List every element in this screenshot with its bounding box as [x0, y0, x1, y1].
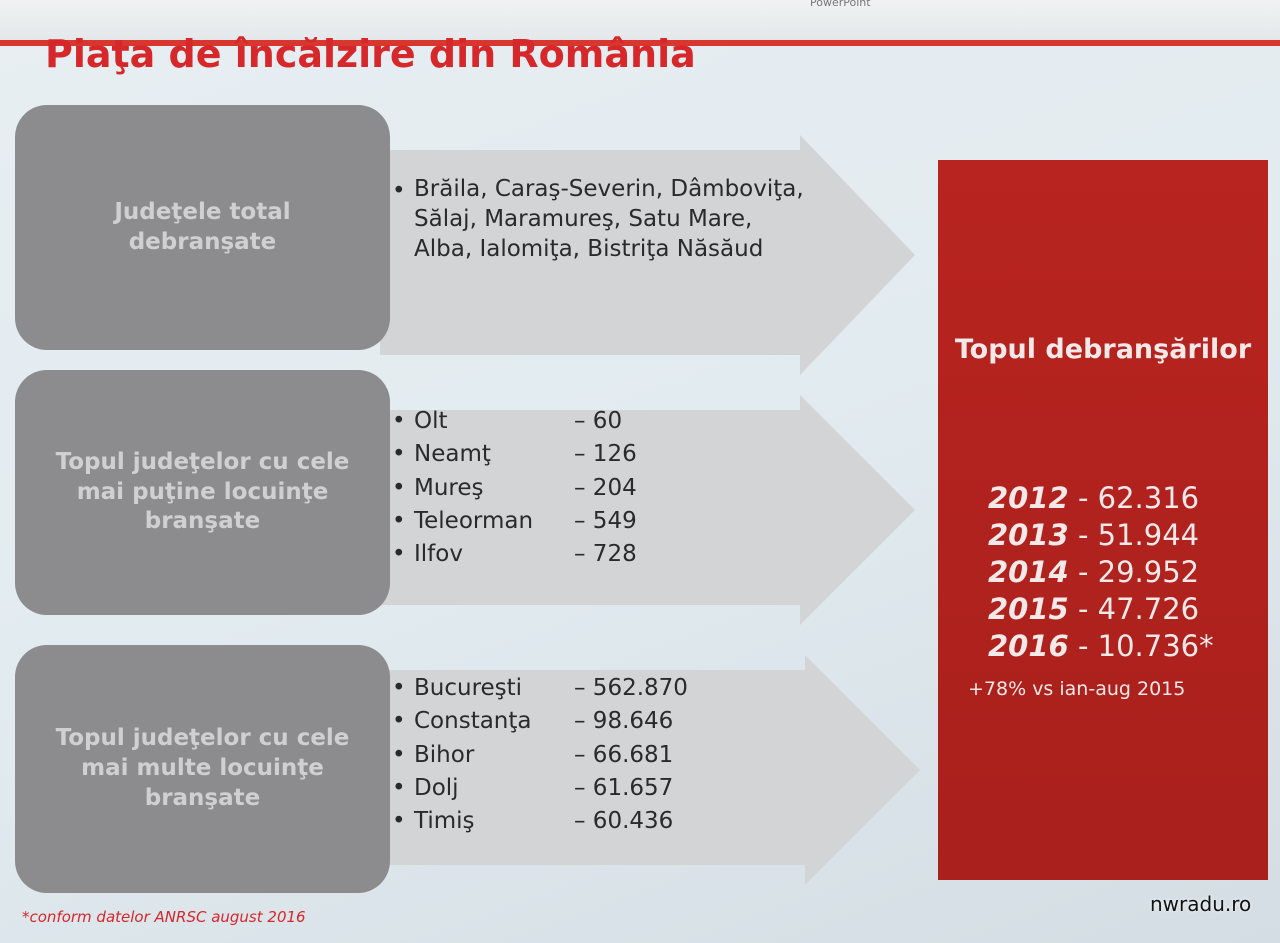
- county: Bihor: [414, 741, 475, 768]
- county-list: Brăila, Caraş-Severin, Dâmboviţa, Sălaj,…: [414, 176, 804, 262]
- list-item: • Dolj – 61.657: [392, 772, 812, 805]
- year-value: - 62.316: [1077, 481, 1200, 515]
- row-label: Topul judeţelor cu cele mai puţine locui…: [15, 370, 390, 615]
- slide-title: Piaţa de încălzire din România: [45, 32, 696, 76]
- county: Timiş: [414, 808, 475, 835]
- count: – 60: [574, 408, 623, 434]
- year-spacer: [1069, 555, 1078, 589]
- row-label: Judeţele total debranşate: [15, 105, 390, 350]
- year-row: 2016 - 10.736*: [988, 628, 1214, 665]
- row-content: • Brăila, Caraş-Severin, Dâmboviţa, Sălaj…: [392, 175, 812, 265]
- count: – 61.657: [574, 775, 674, 802]
- year-row: 2012 - 62.316: [988, 480, 1214, 517]
- bullet: •: [392, 775, 406, 802]
- count: – 549: [574, 508, 637, 535]
- county: Dolj: [414, 775, 459, 802]
- arrow: [380, 135, 915, 375]
- bullet: •: [392, 675, 406, 701]
- arrow: [380, 655, 920, 885]
- list-item: • Ilfov – 728: [392, 538, 812, 571]
- list-item: • Olt – 60: [392, 405, 812, 438]
- year-value: - 10.736*: [1077, 629, 1214, 664]
- list-item: • Constanţa – 98.646: [392, 705, 812, 738]
- year-list: 2012 - 62.316 2013 - 51.944 2014 - 29.952 2…: [988, 480, 1214, 666]
- bullet: •: [392, 741, 406, 768]
- panel-title: Topul debranşărilor: [954, 334, 1252, 365]
- count: – 126: [574, 441, 637, 468]
- watermark: nwradu.ro: [1150, 892, 1252, 916]
- county: Neamţ: [414, 441, 491, 468]
- county: Constanţa: [414, 708, 532, 735]
- bullet: •: [392, 508, 406, 535]
- bullet: •: [392, 808, 406, 835]
- county: Bucureşti: [414, 675, 523, 701]
- bullet: •: [392, 178, 406, 204]
- list-item: • Bucureşti – 562.870: [392, 672, 812, 705]
- year-row: 2015 - 47.726: [988, 591, 1214, 628]
- year-spacer: [1069, 518, 1078, 552]
- row-content: • Bucureşti – 562.870 • Constanţa – 98.646 • Bi…: [392, 672, 812, 839]
- count: – 98.646: [574, 708, 674, 735]
- year: 2013: [988, 518, 1069, 553]
- bullet: •: [392, 441, 406, 468]
- window-title: PowerPoint: [810, 0, 871, 9]
- bullet: •: [392, 541, 406, 568]
- year-value: - 47.726: [1077, 592, 1200, 627]
- bullet: •: [392, 708, 406, 735]
- count: – 66.681: [574, 741, 674, 768]
- list-item: • Neamţ – 126: [392, 438, 812, 471]
- year-spacer: [1069, 481, 1078, 515]
- year: 2012: [988, 481, 1069, 515]
- county: Olt: [414, 408, 448, 434]
- row-label: Topul judeţelor cu cele mai multe locuin…: [15, 645, 390, 893]
- list-item: • Mureş – 204: [392, 472, 812, 505]
- bullet: •: [392, 474, 406, 501]
- list-item: • Teleorman – 549: [392, 505, 812, 538]
- year: 2016: [988, 629, 1069, 664]
- count: – 562.870: [574, 675, 688, 701]
- year-value: - 29.952: [1077, 555, 1200, 590]
- year-row: 2014 - 29.952: [988, 554, 1214, 591]
- count: – 728: [574, 541, 637, 568]
- county: Teleorman: [414, 508, 534, 535]
- year: 2015: [988, 592, 1069, 627]
- window-bar: PowerPoint: [0, 0, 1280, 46]
- list-item: • Timiş – 60.436: [392, 805, 812, 838]
- year-row: 2013 - 51.944: [988, 517, 1214, 554]
- list-item: • Bihor – 66.681: [392, 739, 812, 772]
- bullet: •: [392, 408, 406, 434]
- year-value: - 51.944: [1077, 518, 1200, 553]
- county: Ilfov: [414, 541, 463, 568]
- count: – 204: [574, 474, 637, 501]
- panel-note: +78% vs ian-aug 2015: [968, 678, 1186, 700]
- year: 2014: [988, 555, 1069, 590]
- footnote: *conform datelor ANRSC august 2016: [22, 908, 306, 926]
- row-content: • Olt – 60 • Neamţ – 126 • Mureş – 204 • Teleorman…: [392, 405, 812, 572]
- county: Mureş: [414, 474, 484, 501]
- bullet-text: • Brăila, Caraş-Severin, Dâmboviţa, Sălaj…: [392, 175, 812, 265]
- arrow: [380, 395, 915, 625]
- summary-panel: Topul debranşărilor 2012 - 62.316 2013 - …: [938, 160, 1268, 880]
- count: – 60.436: [574, 808, 674, 835]
- year-spacer: [1069, 629, 1078, 663]
- year-spacer: [1069, 592, 1078, 626]
